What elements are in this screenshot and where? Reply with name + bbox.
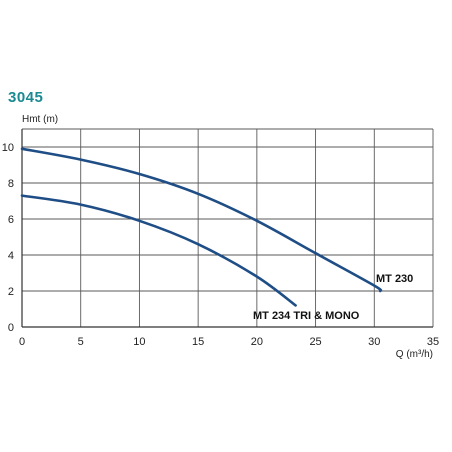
series-label: MT 230: [376, 273, 413, 285]
y-tick-label: 10: [2, 142, 14, 154]
curve-mt-230: [20, 147, 383, 293]
y-tick-label: 4: [8, 250, 14, 262]
grid: [22, 128, 434, 327]
curve-mt-234: [20, 194, 297, 307]
curves: [20, 147, 383, 307]
x-tick-label: 0: [19, 336, 25, 348]
x-axis-title: Q (m³/h): [396, 349, 433, 360]
x-tick-label: 10: [133, 336, 145, 348]
pump-model-heading: 3045: [8, 89, 44, 106]
x-tick-label: 25: [309, 336, 321, 348]
x-tick-label: 20: [251, 336, 263, 348]
y-tick-label: 8: [8, 178, 14, 190]
y-tick-label: 6: [8, 214, 14, 226]
axes: [21, 129, 433, 328]
y-axis-title: Hmt (m): [22, 114, 58, 125]
series-label: MT 234 TRI & MONO: [253, 310, 360, 322]
y-tick-label: 2: [8, 286, 14, 298]
x-tick-label: 35: [427, 336, 439, 348]
x-tick-label: 5: [78, 336, 84, 348]
x-tick-label: 15: [192, 336, 204, 348]
x-tick-label: 30: [368, 336, 380, 348]
y-tick-label: 0: [8, 322, 14, 334]
labels: 0 5 10 15 20 25 30 35 0 2 4 6 8 10 Hmt (m) Q (m³/h) MT 2…: [2, 114, 439, 360]
